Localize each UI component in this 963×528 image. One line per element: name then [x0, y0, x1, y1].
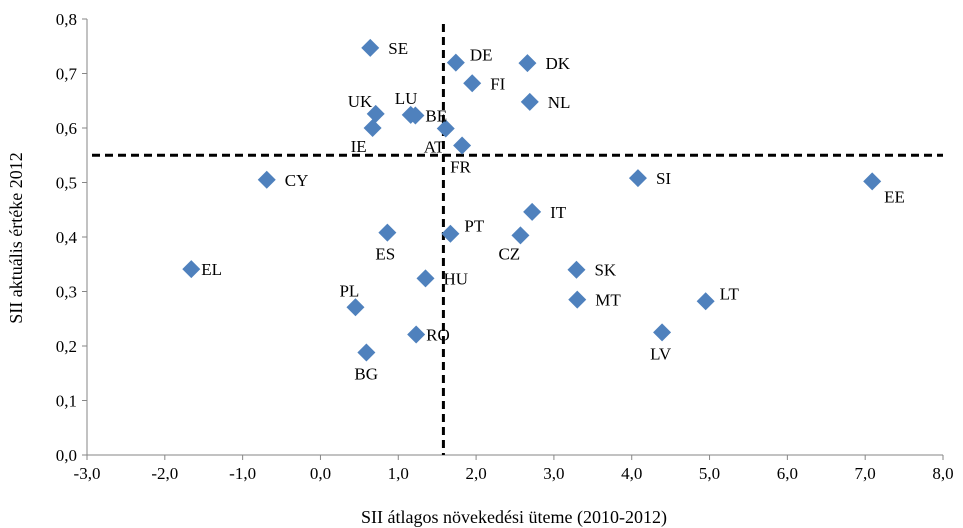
- point-label-si: SI: [656, 169, 671, 188]
- point-label-el: EL: [201, 260, 222, 279]
- point-marker-es: [378, 223, 397, 242]
- point-marker-pt: [441, 224, 460, 243]
- point-marker-hu: [416, 269, 435, 288]
- y-tick-label: 0,3: [56, 283, 77, 302]
- x-tick-label: 6,0: [777, 464, 798, 483]
- point-label-sk: SK: [594, 261, 616, 280]
- point-marker-lv: [653, 323, 672, 342]
- x-tick-label: 3,0: [543, 464, 564, 483]
- point-label-nl: NL: [548, 93, 571, 112]
- y-tick-label: 0,8: [56, 10, 77, 29]
- point-label-se: SE: [388, 39, 408, 58]
- point-label-dk: DK: [545, 54, 570, 73]
- y-tick-label: 0,5: [56, 174, 77, 193]
- point-label-lv: LV: [650, 344, 672, 363]
- x-tick-label: 8,0: [932, 464, 953, 483]
- x-tick-labels: -3,0 -2,0 -1,0 0,0 1,0 2,0 3,0 4,0 5,0 6,0 7,0 8,0: [74, 464, 954, 483]
- point-marker-fi: [463, 74, 482, 93]
- point-label-pl: PL: [339, 281, 359, 300]
- point-marker-se: [361, 38, 380, 57]
- x-tick-label: -3,0: [74, 464, 101, 483]
- y-tick-labels: 0,0 0,1 0,2 0,3 0,4 0,5 0,6 0,7 0,8: [56, 10, 78, 465]
- x-tick-label: -1,0: [229, 464, 256, 483]
- y-tick-label: 0,0: [56, 446, 77, 465]
- x-tick-label: 0,0: [310, 464, 331, 483]
- point-label-ro: RO: [426, 326, 450, 345]
- y-tick-label: 0,7: [56, 65, 78, 84]
- point-marker-it: [523, 202, 542, 221]
- point-label-es: ES: [375, 245, 395, 264]
- point-label-fr: FR: [450, 157, 471, 176]
- point-marker-bg: [357, 343, 376, 362]
- point-label-uk: UK: [348, 92, 373, 111]
- point-label-hu: HU: [444, 269, 469, 288]
- point-label-ee: EE: [884, 187, 905, 206]
- x-tick-label: 2,0: [465, 464, 486, 483]
- x-tick-label: 5,0: [699, 464, 720, 483]
- point-marker-uk: [366, 104, 385, 123]
- point-label-cy: CY: [285, 171, 309, 190]
- x-tick-label: 1,0: [388, 464, 409, 483]
- point-label-mt: MT: [595, 291, 621, 310]
- point-marker-mt: [568, 290, 587, 309]
- y-tick-label: 0,4: [56, 228, 78, 247]
- x-axis-title: SII átlagos növekedési üteme (2010-2012): [361, 507, 667, 528]
- data-points: [182, 38, 882, 362]
- point-label-fi: FI: [490, 74, 505, 93]
- point-labels: SE DE DK FI NL UK LU BE IE AT FR CY SI EE IT PT ES CZ EL SK…: [201, 39, 905, 384]
- axes: [82, 18, 944, 460]
- point-marker-el: [182, 260, 201, 279]
- point-marker-si: [628, 169, 647, 188]
- point-label-cz: CZ: [498, 244, 520, 263]
- point-marker-at: [436, 119, 455, 138]
- point-marker-fr: [453, 136, 472, 155]
- point-marker-de: [446, 53, 465, 72]
- point-marker-nl: [520, 92, 539, 111]
- point-label-pt: PT: [464, 217, 484, 236]
- point-marker-ee: [863, 172, 882, 191]
- point-marker-pl: [346, 298, 365, 317]
- y-axis-title: SII aktuális értéke 2012: [6, 152, 26, 323]
- point-marker-be: [406, 106, 425, 125]
- point-label-lu: LU: [395, 89, 418, 108]
- y-tick-label: 0,2: [56, 337, 77, 356]
- point-label-de: DE: [470, 46, 493, 65]
- point-label-ie: IE: [351, 137, 367, 156]
- point-label-lt: LT: [720, 284, 740, 303]
- x-tick-label: -2,0: [151, 464, 178, 483]
- point-marker-lt: [696, 292, 715, 311]
- point-label-at: AT: [424, 138, 445, 157]
- point-marker-cy: [257, 170, 276, 189]
- point-label-it: IT: [550, 203, 567, 222]
- point-marker-dk: [518, 54, 537, 73]
- y-tick-label: 0,6: [56, 119, 77, 138]
- point-marker-sk: [567, 260, 586, 279]
- reference-lines: [92, 24, 943, 455]
- point-label-bg: BG: [354, 365, 378, 384]
- x-tick-label: 7,0: [855, 464, 876, 483]
- x-tick-label: 4,0: [621, 464, 642, 483]
- point-marker-cz: [511, 226, 530, 245]
- point-label-be: BE: [425, 106, 447, 125]
- y-tick-label: 0,1: [56, 392, 77, 411]
- point-marker-ie: [363, 119, 382, 137]
- point-marker-ro: [407, 325, 426, 344]
